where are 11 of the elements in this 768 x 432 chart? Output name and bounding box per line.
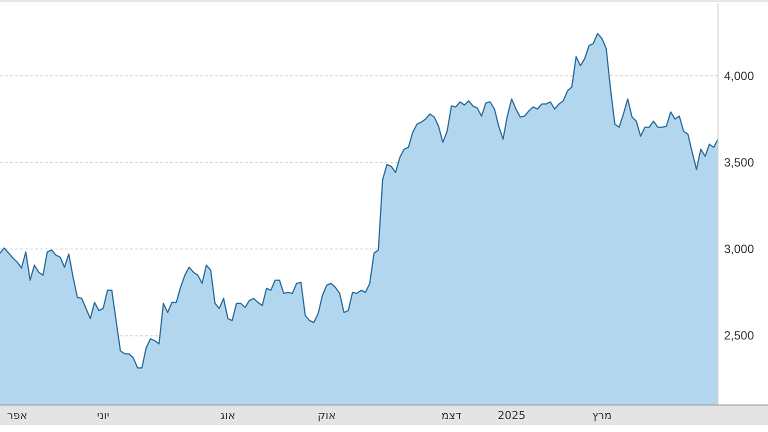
x-tick-label: אפר: [6, 409, 28, 422]
y-tick-label: 3,500: [724, 155, 754, 170]
x-tick-label: 2025: [498, 409, 526, 422]
x-tick-label: יוני: [97, 409, 110, 422]
x-tick-label: מרץ: [592, 409, 612, 422]
x-tick-label: דצמ: [441, 409, 462, 422]
y-tick-label: 3,000: [724, 242, 754, 256]
x-tick-label: אוק: [318, 409, 336, 422]
y-tick-label: 2,500: [724, 328, 754, 343]
y-tick-label: 4,000: [724, 68, 754, 83]
x-tick-label: אוג: [220, 409, 236, 422]
